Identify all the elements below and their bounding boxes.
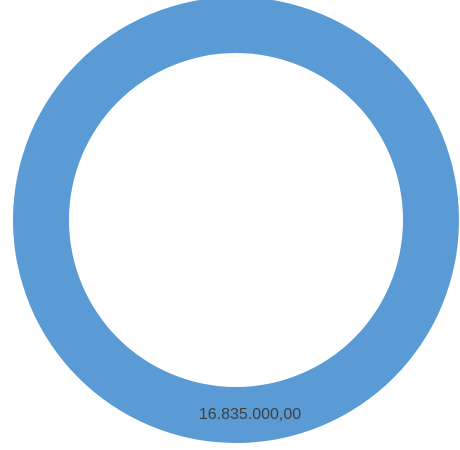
- donut-segment: [13, 0, 459, 443]
- data-label: 16.835.000,00: [199, 406, 301, 423]
